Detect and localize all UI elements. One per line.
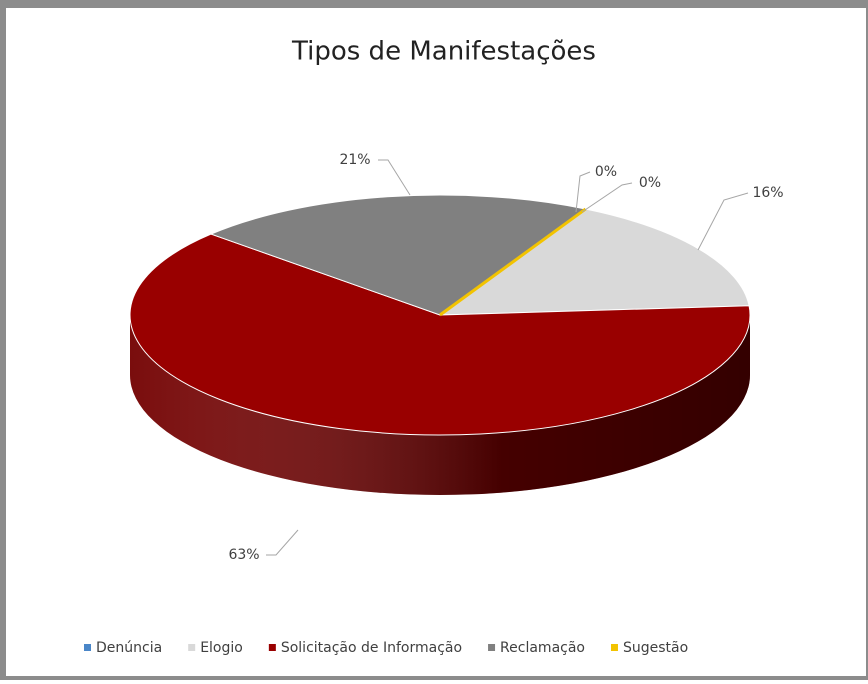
leader-line bbox=[581, 182, 633, 213]
legend-label: Elogio bbox=[200, 640, 243, 656]
data-label: 0% bbox=[639, 175, 661, 191]
leader-line bbox=[378, 159, 411, 196]
data-label: 63% bbox=[228, 547, 259, 563]
slice-side-shade bbox=[130, 315, 750, 495]
legend-swatch bbox=[610, 644, 618, 651]
data-label: 0% bbox=[595, 164, 617, 180]
legend: Denúncia Elogio Solicitação de Informação R… bbox=[84, 640, 688, 656]
legend-swatch bbox=[188, 644, 196, 651]
legend-swatch bbox=[84, 644, 91, 651]
legend-label: Solicitação de Informação bbox=[281, 640, 462, 656]
slice bbox=[129, 233, 751, 436]
legend-label: Denúncia bbox=[96, 640, 162, 656]
leader-line bbox=[266, 529, 299, 556]
legend-swatch bbox=[268, 644, 276, 651]
data-label: 21% bbox=[339, 152, 370, 168]
data-label: 16% bbox=[752, 185, 783, 201]
leader-line bbox=[575, 171, 591, 213]
pie bbox=[129, 194, 751, 495]
labels: 0% 16% 63% 21% 0% bbox=[228, 152, 783, 563]
chart-title: Tipos de Manifestações bbox=[291, 37, 596, 67]
slice bbox=[438, 208, 750, 316]
legend-swatch bbox=[488, 644, 496, 651]
legend-label: Reclamação bbox=[500, 640, 585, 656]
slice bbox=[439, 207, 587, 317]
slice bbox=[209, 194, 587, 316]
legend-label: Sugestão bbox=[623, 640, 688, 656]
leader-line bbox=[697, 192, 749, 251]
